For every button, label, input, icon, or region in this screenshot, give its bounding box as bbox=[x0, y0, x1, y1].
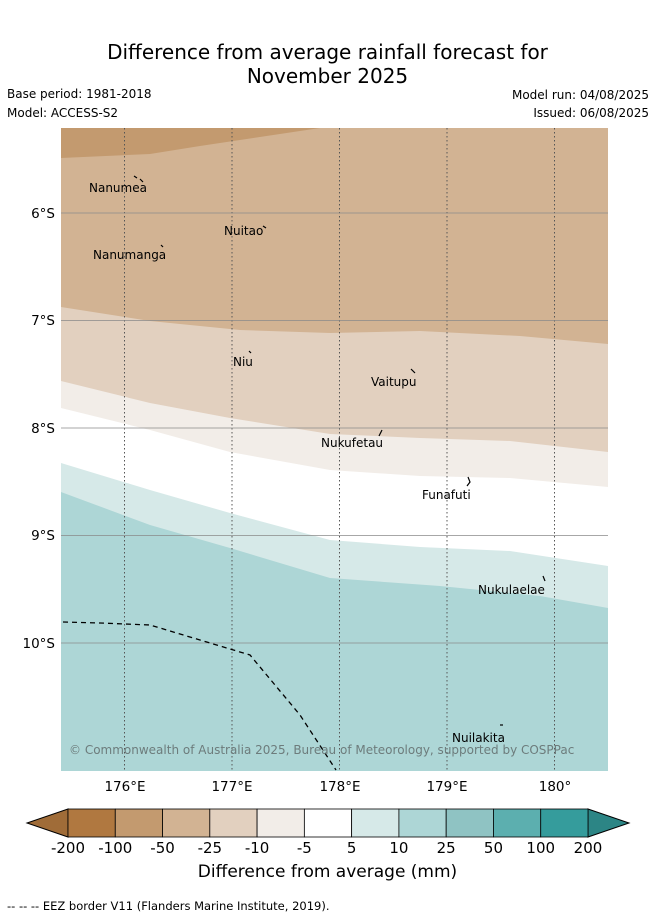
lon-label: 176°E bbox=[104, 779, 145, 795]
place-labels: Nanumea Nuitao Nanumanga Niu Vaitupu Nuk… bbox=[89, 181, 545, 745]
colorbar-extend-high bbox=[587, 808, 631, 838]
colorbar-label: Difference from average (mm) bbox=[197, 862, 458, 882]
colorbar-tick-label: 25 bbox=[437, 839, 456, 857]
lon-label: 180° bbox=[539, 779, 572, 795]
map-title: Difference from average rainfall forecas… bbox=[0, 40, 655, 88]
niu-island bbox=[248, 350, 252, 354]
colorbar-cell bbox=[493, 808, 542, 838]
place-label-nuitao: Nuitao bbox=[224, 224, 263, 238]
lon-label: 179°E bbox=[426, 779, 467, 795]
lat-label: 9°S bbox=[31, 528, 55, 544]
issued-text: Issued: 06/08/2025 bbox=[533, 106, 649, 120]
lat-label: 10°S bbox=[23, 636, 56, 652]
lat-label: 7°S bbox=[31, 313, 55, 329]
title-line-2: November 2025 bbox=[246, 64, 409, 88]
colorbar-cell bbox=[67, 808, 116, 838]
colorbar-tick-label: -5 bbox=[297, 839, 312, 857]
colorbar-tick-label: 5 bbox=[347, 839, 357, 857]
band-minus-100 bbox=[61, 128, 320, 158]
colorbar-cell bbox=[162, 808, 211, 838]
longitude-gridlines bbox=[124, 128, 555, 771]
longitude-axis-labels: 176°E 177°E 178°E 179°E 180° bbox=[104, 779, 571, 795]
nanumanga-island bbox=[160, 244, 164, 248]
model-run-text: Model run: 04/08/2025 bbox=[511, 88, 649, 102]
nukufetau-island bbox=[378, 429, 383, 437]
island-outlines bbox=[133, 175, 546, 726]
nukulaelae-island bbox=[542, 575, 546, 582]
colorbar-tick-label: -50 bbox=[150, 839, 175, 857]
place-label-nanumea: Nanumea bbox=[89, 181, 147, 195]
lon-label: 178°E bbox=[319, 779, 360, 795]
title-line-1: Difference from average rainfall forecas… bbox=[107, 40, 548, 64]
colorbar-cell bbox=[398, 808, 447, 838]
colorbar-tick-label: 10 bbox=[389, 839, 408, 857]
nuitao-island bbox=[262, 225, 267, 229]
latitude-axis-labels: 6°S 7°S 8°S 9°S 10°S bbox=[23, 206, 56, 652]
colorbar-cell bbox=[114, 808, 163, 838]
place-label-nukulaelae: Nukulaelae bbox=[478, 583, 545, 597]
colorbar-cell bbox=[351, 808, 400, 838]
copyright-text: © Commonwealth of Australia 2025, Bureau… bbox=[69, 743, 574, 757]
colorbar-cell bbox=[540, 808, 589, 838]
eez-border-line bbox=[62, 621, 337, 771]
base-period-text: Base period: 1981-2018 bbox=[7, 87, 152, 101]
colorbar-cell bbox=[256, 808, 305, 838]
vaitupu-island bbox=[410, 368, 416, 374]
funafuti-island bbox=[466, 476, 471, 487]
latitude-gridlines bbox=[61, 212, 608, 644]
place-label-vaitupu: Vaitupu bbox=[371, 375, 417, 389]
eez-legend-text: -- -- -- EEZ border V11 (Flanders Marine… bbox=[7, 899, 330, 913]
colorbar-cell bbox=[303, 808, 353, 838]
colorbar-tick-label: -10 bbox=[245, 839, 270, 857]
colorbar-tick-label: 50 bbox=[484, 839, 503, 857]
colorbar-extend-low bbox=[25, 808, 69, 838]
place-label-niu: Niu bbox=[233, 355, 253, 369]
lat-label: 8°S bbox=[31, 421, 55, 437]
colorbar-tick-label: -25 bbox=[198, 839, 223, 857]
place-label-nanumanga: Nanumanga bbox=[93, 248, 166, 262]
lon-label: 177°E bbox=[211, 779, 252, 795]
place-label-nukufetau: Nukufetau bbox=[321, 436, 383, 450]
colorbar-cell bbox=[445, 808, 494, 838]
lat-label: 6°S bbox=[31, 206, 55, 222]
band-minus-50 bbox=[61, 128, 608, 344]
colorbar-tick-label: -200 bbox=[51, 839, 85, 857]
colorbar-tick-label: 100 bbox=[526, 839, 555, 857]
rainfall-anomaly-field: Nanumea Nuitao Nanumanga Niu Vaitupu Nuk… bbox=[61, 128, 608, 771]
colorbar: -200 -100 -50 -25 -10 -5 5 10 25 50 100 200 bbox=[25, 808, 631, 857]
colorbar-cells bbox=[67, 808, 589, 838]
colorbar-tick-label: 200 bbox=[574, 839, 603, 857]
place-label-nuilakita: Nuilakita bbox=[452, 731, 505, 745]
model-text: Model: ACCESS-S2 bbox=[7, 106, 119, 120]
colorbar-tick-label: -100 bbox=[98, 839, 132, 857]
place-label-funafuti: Funafuti bbox=[422, 488, 471, 502]
colorbar-cell bbox=[209, 808, 258, 838]
nanumea-island bbox=[133, 175, 144, 183]
colorbar-tick-labels: -200 -100 -50 -25 -10 -5 5 10 25 50 100 200 bbox=[51, 839, 602, 857]
